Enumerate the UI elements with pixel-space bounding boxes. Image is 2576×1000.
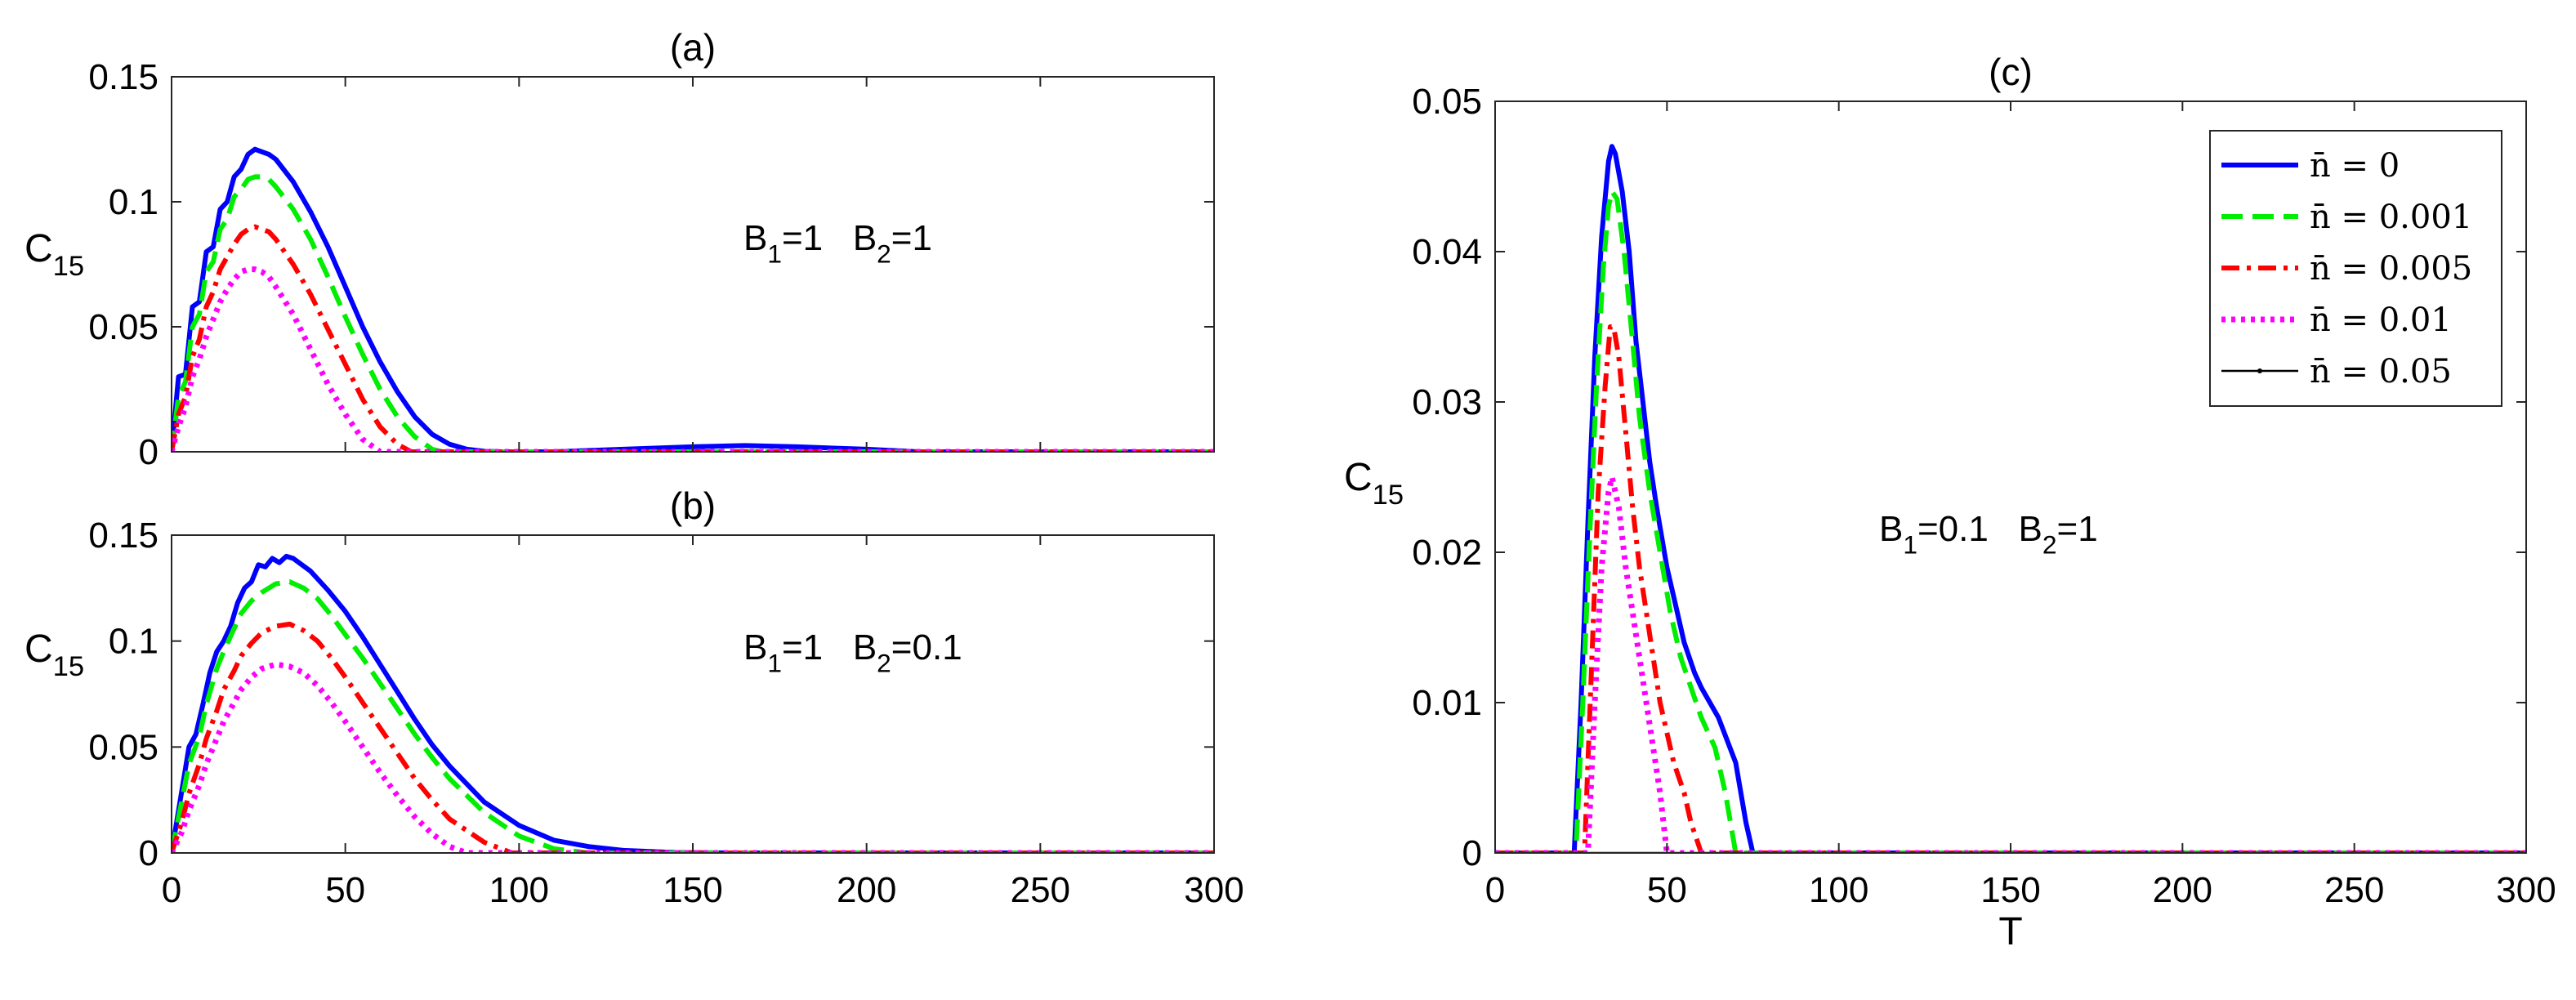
y-tick-label-b: 0.15: [88, 516, 158, 556]
series-line-a-2: [172, 224, 1214, 452]
x-tick-label-c: 100: [1809, 870, 1868, 910]
y-tick-label-c: 0.04: [1412, 232, 1482, 272]
y-axis-label-c: C15​: [1344, 456, 1404, 511]
x-tick-label-b: 200: [837, 870, 896, 910]
x-tick-label-b: 300: [1184, 870, 1243, 910]
y-tick-label-a: 0.1: [109, 182, 158, 222]
annotation-a: B1​=1 B2​=1: [743, 218, 932, 268]
series-line-b-0: [172, 553, 1214, 853]
x-tick-label-c: 0: [1485, 870, 1505, 910]
panel-title-a: (a): [670, 26, 716, 69]
y-tick-label-c: 0.03: [1412, 382, 1482, 422]
legend-label-3: n̄ = 0.01: [2310, 301, 2452, 339]
legend-label-4: n̄ = 0.05: [2310, 353, 2452, 391]
x-tick-label-b: 100: [489, 870, 549, 910]
x-tick-label-b: 250: [1011, 870, 1070, 910]
series-line-c-2: [1495, 324, 2526, 853]
x-tick-label-c: 250: [2324, 870, 2384, 910]
y-tick-label-c: 0.01: [1412, 683, 1482, 723]
series-line-b-2: [172, 621, 1214, 853]
legend-label-1: n̄ = 0.001: [2310, 199, 2472, 236]
x-tick-label-b: 50: [325, 870, 365, 910]
y-tick-label-b: 0.1: [109, 622, 158, 662]
series-line-a-1: [172, 174, 1214, 452]
x-tick-label-c: 200: [2153, 870, 2212, 910]
panel-title-c: (c): [1989, 51, 2033, 93]
series-line-a-3: [172, 266, 1214, 452]
panel-a: 0 0.05 0.1 0.15 (a) C15​ B1​=1 B2​=1: [25, 26, 1215, 472]
series-line-c-0: [1495, 144, 2526, 853]
panel-c: 0 50 100 150 200 250 300 0 0.01 0.02 0.03 0.04 0.05 (…: [1344, 51, 2556, 953]
x-tick-label-c: 300: [2496, 870, 2556, 910]
y-axis-label-b: C15​: [25, 627, 84, 682]
y-tick-label-b: 0: [139, 833, 158, 873]
annotation-c: B1​=0.1 B2​=1: [1879, 509, 2098, 559]
legend-label-2: n̄ = 0.005: [2310, 250, 2472, 288]
y-tick-label-c: 0.02: [1412, 533, 1482, 573]
x-tick-label-b: 150: [663, 870, 722, 910]
y-axis-label-a: C15​: [25, 227, 84, 282]
series-line-c-3: [1495, 474, 2526, 853]
annotation-b: B1​=1 B2​=0.1: [743, 627, 962, 677]
panel-title-b: (b): [670, 484, 716, 527]
panel-b: 0 50 100 150 200 250 300 0 0.05 0.1 0.15 (b) C15​ B1​…: [25, 484, 1244, 910]
y-tick-label-a: 0.05: [88, 307, 158, 347]
x-axis-label-c: T: [1998, 910, 2022, 953]
y-tick-label-a: 0.15: [88, 57, 158, 97]
series-line-c-1: [1495, 189, 2526, 853]
x-tick-label-c: 50: [1647, 870, 1687, 910]
series-line-b-1: [172, 579, 1214, 853]
series-line-b-3: [172, 661, 1214, 853]
y-tick-label-c: 0.05: [1412, 82, 1482, 122]
x-tick-label-c: 150: [1980, 870, 2040, 910]
legend-label-0: n̄ = 0: [2310, 147, 2400, 185]
y-tick-label-c: 0: [1462, 833, 1482, 873]
y-tick-label-a: 0: [139, 432, 158, 472]
legend-marker-4: [2257, 368, 2262, 373]
x-tick-label-b: 0: [162, 870, 181, 910]
y-tick-label-b: 0.05: [88, 727, 158, 767]
